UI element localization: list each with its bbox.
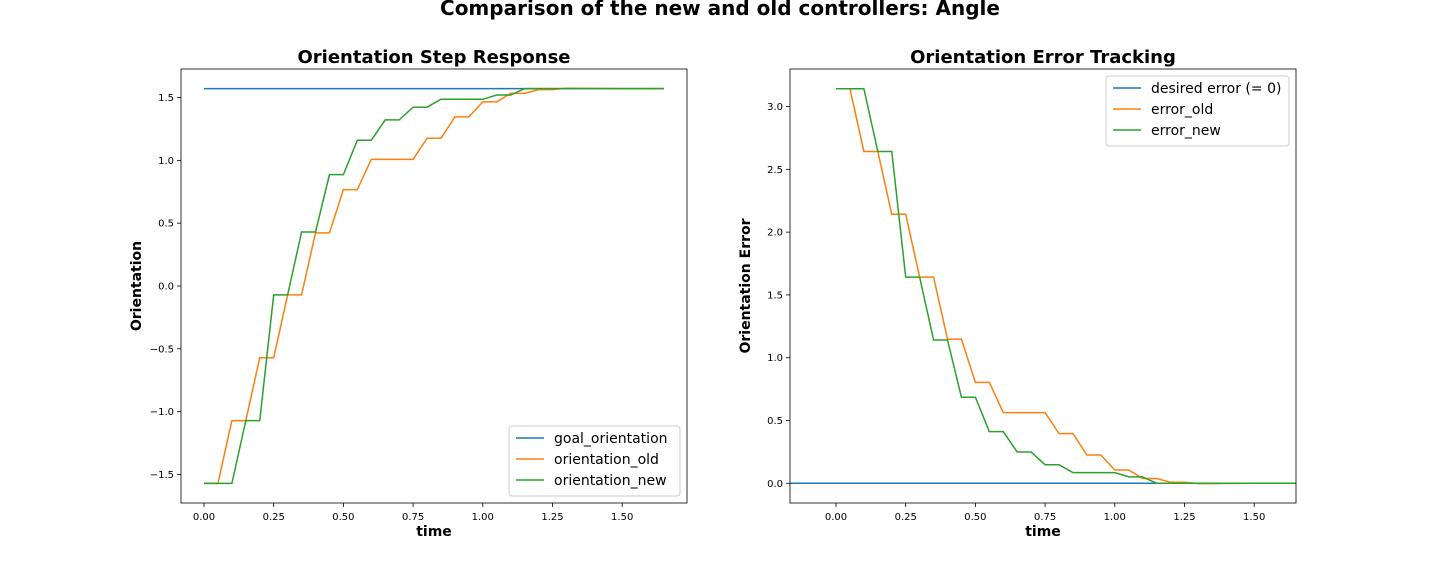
series-line-orientation-new [204, 87, 664, 485]
x-tick-label: 0.50 [332, 512, 354, 523]
x-tick-label: 0.25 [895, 512, 917, 523]
y-tick-label: −0.5 [150, 344, 174, 355]
step-response-title: Orientation Step Response [297, 47, 570, 68]
legend-box [508, 425, 681, 497]
y-tick-label: 1.5 [767, 290, 783, 301]
legend-label: orientation_old [554, 452, 659, 468]
y-tick-label: −1.5 [150, 470, 174, 481]
legend-label: error_old [1151, 102, 1213, 118]
figure-suptitle: Comparison of the new and old controller… [440, 0, 1000, 20]
error-tracking-x-axis-label: time [1025, 524, 1061, 540]
legend-label: goal_orientation [554, 431, 668, 447]
error-tracking-y-axis-label: Orientation Error [738, 218, 754, 353]
y-tick-label: 2.5 [767, 165, 783, 176]
y-tick-label: 2.0 [767, 228, 783, 239]
y-tick-label: 0.5 [767, 416, 783, 427]
x-tick-label: 1.00 [1104, 512, 1126, 523]
x-tick-label: 1.50 [1243, 512, 1265, 523]
x-tick-label: 0.00 [193, 512, 215, 523]
series-line-error-new [836, 87, 1296, 485]
x-tick-label: 0.25 [263, 512, 285, 523]
x-tick-label: 1.50 [611, 512, 633, 523]
legend-label: orientation_new [554, 473, 667, 489]
x-tick-label: 1.00 [472, 512, 494, 523]
y-tick-label: 0.5 [158, 219, 174, 230]
error-tracking-chart: Orientation Error Tracking 0.00 0.25 0.50 0.… [738, 47, 1297, 540]
error-tracking-axes-frame [789, 68, 1297, 504]
legend-label: error_new [1151, 123, 1221, 139]
legend-box [1105, 75, 1290, 147]
y-tick-label: 3.0 [767, 102, 783, 113]
step-response-series-group [204, 87, 664, 485]
error-tracking-series-group [790, 87, 1296, 485]
step-response-x-axis-label: time [416, 524, 452, 540]
y-tick-label: 0.0 [767, 479, 783, 490]
legend-label: desired error (= 0) [1151, 81, 1281, 97]
x-tick-label: 0.00 [825, 512, 847, 523]
x-tick-label: 0.75 [402, 512, 424, 523]
step-response-legend: goal_orientation orientation_old orientati… [508, 425, 681, 497]
step-response-chart: Orientation Step Response 0.00 0.25 0.50 0.7… [129, 47, 688, 540]
y-tick-label: −1.0 [150, 407, 174, 418]
x-tick-label: 0.75 [1034, 512, 1056, 523]
y-tick-label: 1.0 [158, 156, 174, 167]
y-tick-label: 1.0 [767, 353, 783, 364]
error-tracking-legend: desired error (= 0) error_old error_new [1105, 75, 1290, 147]
y-tick-label: 1.5 [158, 93, 174, 104]
step-response-y-axis-label: Orientation [129, 241, 145, 331]
x-tick-label: 1.25 [1173, 512, 1195, 523]
error-tracking-title: Orientation Error Tracking [910, 47, 1176, 68]
x-tick-label: 1.25 [541, 512, 563, 523]
y-tick-label: 0.0 [158, 282, 174, 293]
x-tick-label: 0.50 [964, 512, 986, 523]
